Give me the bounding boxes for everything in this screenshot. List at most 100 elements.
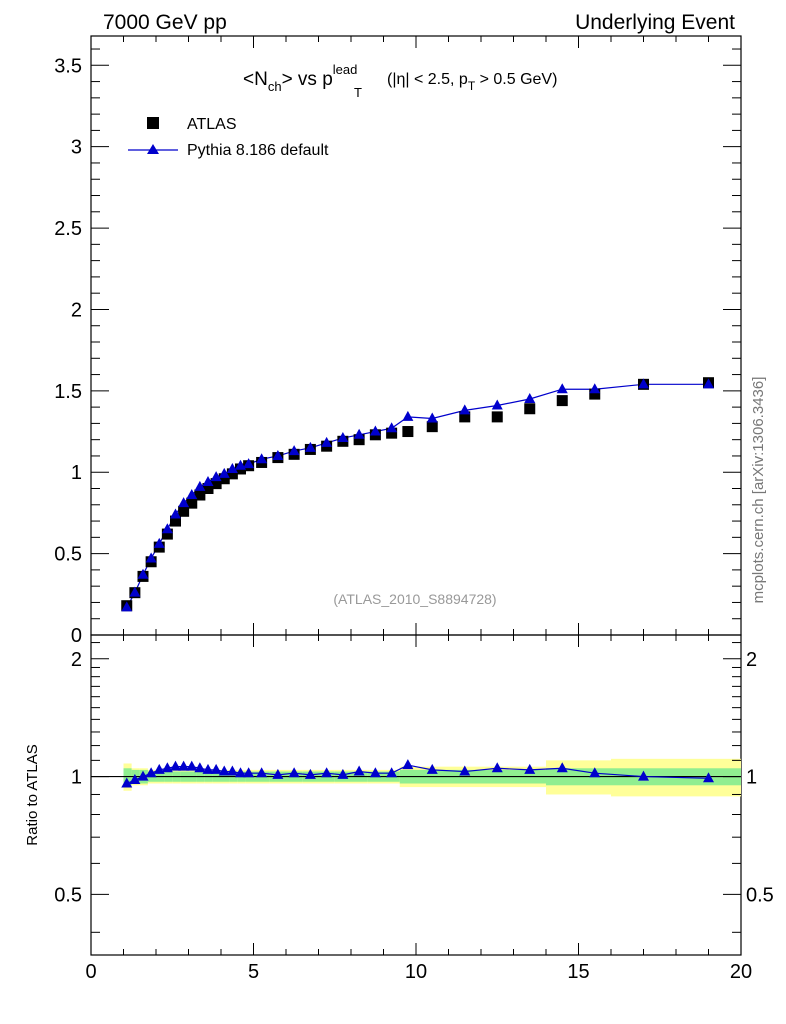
pythia-point-ratio xyxy=(386,767,398,778)
atlas-point xyxy=(386,427,398,439)
pythia-point-ratio xyxy=(638,770,649,781)
pythia-point-ratio xyxy=(491,762,503,773)
atlas-point xyxy=(556,395,568,407)
y-tick-label-ratio-left: 0.5 xyxy=(54,884,82,906)
pythia-point-ratio xyxy=(272,768,284,779)
atlas-point xyxy=(524,403,536,415)
pythia-point-main xyxy=(524,392,536,403)
pythia-point-ratio xyxy=(426,763,438,774)
y-tick-label-main: 0 xyxy=(71,625,82,647)
pythia-point-main xyxy=(202,475,214,486)
mcplots-credit: mcplots.cern.ch [arXiv:1306.3436] xyxy=(750,377,767,604)
atlas-point xyxy=(210,478,222,490)
header-analysis: Underlying Event xyxy=(575,11,735,34)
pythia-line-main xyxy=(126,383,709,608)
atlas-point xyxy=(589,388,601,400)
x-tick-label: 10 xyxy=(405,961,427,983)
y-tick-label-ratio-right: 1 xyxy=(746,767,757,789)
pythia-point-ratio xyxy=(402,759,414,770)
legend-label-pythia: Pythia 8.186 default xyxy=(187,142,329,159)
pythia-point-main xyxy=(194,480,206,491)
pythia-point-ratio xyxy=(226,765,238,776)
legend-marker-atlas xyxy=(147,117,159,129)
atlas-point xyxy=(194,489,206,501)
atlas-point xyxy=(491,411,503,423)
pythia-point-ratio xyxy=(137,770,149,781)
pythia-point-main xyxy=(243,458,255,469)
pythia-point-main xyxy=(459,404,471,415)
x-tick-label: 20 xyxy=(730,961,752,983)
pythia-point-main xyxy=(386,422,398,433)
pythia-point-main xyxy=(337,432,349,443)
pythia-point-ratio xyxy=(218,765,230,776)
y-tick-label-ratio-left: 2 xyxy=(71,649,82,671)
y-tick-label-main: 1 xyxy=(71,462,82,484)
pythia-point-main xyxy=(186,489,198,500)
title-p-sup: lead xyxy=(333,62,358,77)
pythia-point-ratio xyxy=(353,765,365,776)
pythia-point-ratio xyxy=(210,763,222,774)
atlas-point xyxy=(459,411,471,423)
pythia-point-main xyxy=(272,449,284,460)
pythia-point-ratio xyxy=(121,777,133,788)
title-main-sub: ch xyxy=(268,79,282,94)
title-cuts: (|η| < 2.5, pT > 0.5 GeV) xyxy=(387,71,557,93)
pythia-point-main xyxy=(556,383,568,394)
x-tick-label: 0 xyxy=(85,961,96,983)
title-cuts-b: > 0.5 GeV) xyxy=(475,71,557,88)
title-vs: > vs p xyxy=(282,69,333,90)
pythia-point-main xyxy=(703,378,714,389)
pythia-point-main xyxy=(178,497,190,508)
pythia-point-main xyxy=(226,462,238,473)
pythia-point-main xyxy=(353,428,365,439)
pythia-line-ratio xyxy=(126,764,709,785)
plot-title: <Nch> vs plead xyxy=(243,62,357,94)
pythia-point-ratio xyxy=(243,767,255,778)
pythia-point-ratio xyxy=(337,768,349,779)
pythia-point-ratio xyxy=(256,767,268,778)
x-tick-label: 5 xyxy=(248,961,259,983)
pythia-point-main xyxy=(638,378,649,389)
pythia-point-main xyxy=(369,425,381,436)
pythia-point-main xyxy=(321,436,333,447)
pythia-point-main xyxy=(491,399,503,410)
pythia-point-ratio xyxy=(161,762,173,773)
pythia-point-main xyxy=(402,410,414,421)
pythia-point-ratio xyxy=(524,763,536,774)
data-marks xyxy=(121,377,714,788)
title-cuts-a: (|η| < 2.5, p xyxy=(387,71,468,88)
axis-tick-labels: 0 5 10 15 20 0 0.5 1 1.5 2 2.5 3 3.5 0.5 0.5 1 1 2 2 xyxy=(54,55,774,983)
analysis-watermark: (ATLAS_2010_S8894728) xyxy=(333,591,496,607)
atlas-point xyxy=(186,497,198,509)
pythia-point-ratio xyxy=(129,773,141,784)
pythia-point-main xyxy=(129,586,141,597)
atlas-point xyxy=(202,483,214,495)
ratio-axis-label: Ratio to ATLAS xyxy=(24,744,41,845)
y-tick-label-main: 1.5 xyxy=(54,381,82,403)
pythia-point-ratio xyxy=(304,768,316,779)
pythia-point-main xyxy=(170,508,181,519)
title-cuts-sub: T xyxy=(468,79,476,93)
atlas-point xyxy=(178,505,190,517)
y-tick-label-main: 3 xyxy=(71,137,82,159)
pythia-point-main xyxy=(153,537,165,548)
atlas-point xyxy=(353,434,365,446)
pythia-point-main xyxy=(161,523,173,534)
pythia-point-ratio xyxy=(589,767,601,778)
pythia-point-ratio xyxy=(459,765,471,776)
pythia-point-main xyxy=(235,459,246,470)
title-p-sub: T xyxy=(354,85,362,100)
pythia-point-main xyxy=(256,453,268,464)
pythia-point-ratio xyxy=(186,760,198,771)
pythia-point-main xyxy=(288,445,300,456)
pythia-point-main xyxy=(304,441,316,452)
axis-ticks xyxy=(90,36,742,955)
y-tick-label-ratio-left: 1 xyxy=(71,767,82,789)
x-tick-label: 15 xyxy=(567,961,589,983)
pythia-point-main xyxy=(121,601,133,612)
pythia-point-main xyxy=(218,467,230,478)
pythia-point-ratio xyxy=(235,767,246,778)
pythia-point-ratio xyxy=(556,762,568,773)
atlas-point xyxy=(426,421,438,433)
